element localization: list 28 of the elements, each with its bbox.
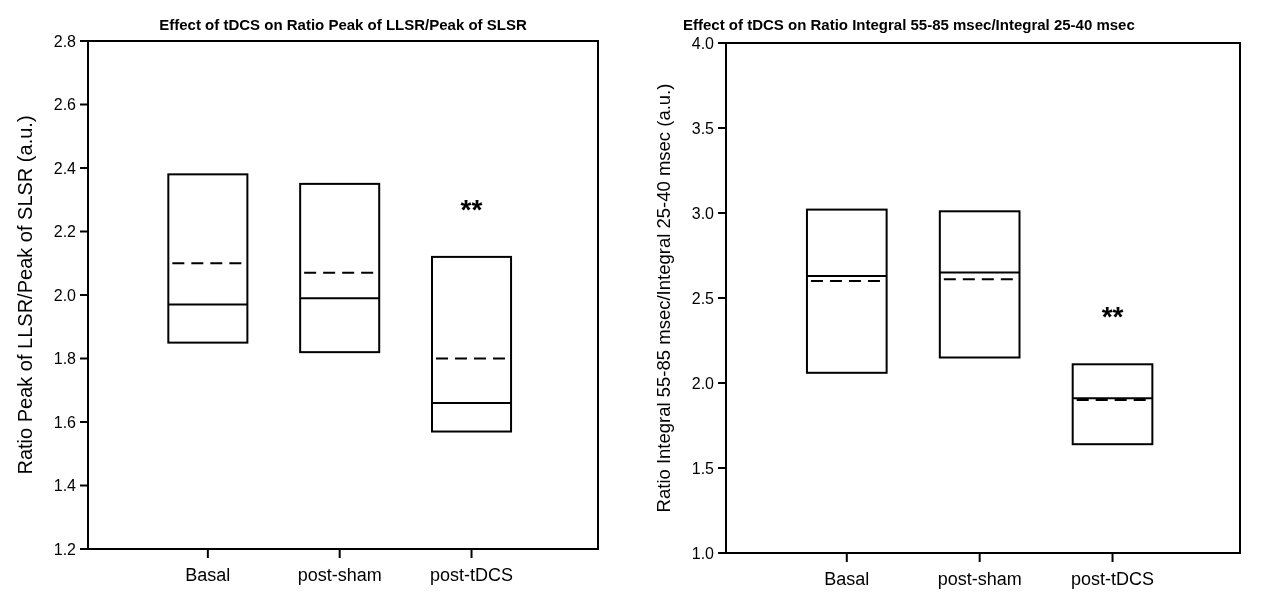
y-tick-label: 1.6 [53,413,77,431]
y-tick-label: 2.6 [53,96,77,114]
y-tick-label: 3.0 [691,204,715,222]
y-tick-label: 2.5 [691,289,715,307]
y-tick-label: 1.4 [53,477,77,495]
x-tick-label: post-tDCS [1071,569,1155,589]
y-tick-label: 1.0 [691,544,715,562]
y-tick-label: 2.0 [53,286,77,304]
y-tick-label: 2.8 [53,32,77,50]
x-tick-label: Basal [824,569,870,589]
y-tick-label: 2.2 [53,223,77,241]
x-tick-label: Basal [185,565,231,585]
x-tick-label: post-sham [297,565,382,585]
x-tick-label: post-tDCS [430,565,514,585]
annotation: ** [1101,301,1124,333]
chart-title: Effect of tDCS on Ratio Integral 55-85 msec/Integral 25-40 msec [683,16,1135,33]
y-tick-label: 2.4 [53,159,77,177]
y-axis-title: Ratio Peak of LLSR/Peak of SLSR (a.u.) [14,115,36,475]
y-tick-label: 2.0 [691,374,715,392]
chart-title: Effect of tDCS on Ratio Peak of LLSR/Peak of SLSR [159,16,527,33]
y-tick-label: 1.5 [691,459,715,477]
y-tick-label: 1.2 [53,540,77,558]
y-tick-label: 1.8 [53,350,77,368]
y-axis-title: Ratio Integral 55-85 msec/Integral 25-40 msec (a.u.) [653,83,674,513]
annotation: ** [460,193,483,225]
y-tick-label: 4.0 [691,34,715,52]
x-tick-label: post-sham [937,569,1022,589]
y-tick-label: 3.5 [691,119,715,137]
